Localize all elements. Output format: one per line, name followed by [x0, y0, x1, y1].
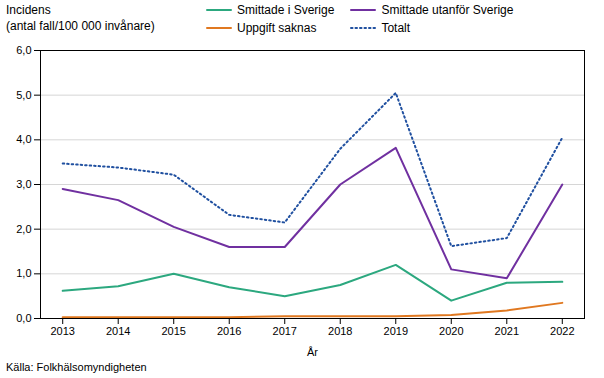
svg-text:2,0: 2,0 [16, 223, 31, 235]
html-text:Smittade i Sverige: Smittade i Sverige [237, 3, 335, 17]
svg-text:2015: 2015 [161, 325, 185, 337]
svg-text:5,0: 5,0 [16, 89, 31, 101]
svg-text:2014: 2014 [106, 325, 130, 337]
html-text:Totalt: Totalt [381, 21, 411, 35]
html-text:Incidens: Incidens [6, 3, 51, 17]
svg-text:2022: 2022 [550, 325, 574, 337]
svg-text:2013: 2013 [50, 325, 74, 337]
html-text:Uppgift saknas: Uppgift saknas [237, 21, 317, 35]
svg-text:2018: 2018 [328, 325, 352, 337]
svg-text:1,0: 1,0 [16, 267, 31, 279]
svg-text:3,0: 3,0 [16, 178, 31, 190]
svg-text:0,0: 0,0 [16, 312, 31, 324]
svg-text:År: År [307, 346, 318, 358]
svg-text:2017: 2017 [273, 325, 297, 337]
html-text:Källa: Folkhälsomyndigheten: Källa: Folkhälsomyndigheten [6, 361, 147, 373]
svg-text:4,0: 4,0 [16, 133, 31, 145]
svg-text:2016: 2016 [217, 325, 241, 337]
svg-text:2020: 2020 [439, 325, 463, 337]
html-text:Smittade utanför Sverige: Smittade utanför Sverige [381, 3, 514, 17]
svg-text:6,0: 6,0 [16, 44, 31, 56]
svg-text:2019: 2019 [384, 325, 408, 337]
svg-text:2021: 2021 [495, 325, 519, 337]
html-text:(antal fall/100 000 invånare): (antal fall/100 000 invånare) [6, 19, 155, 33]
